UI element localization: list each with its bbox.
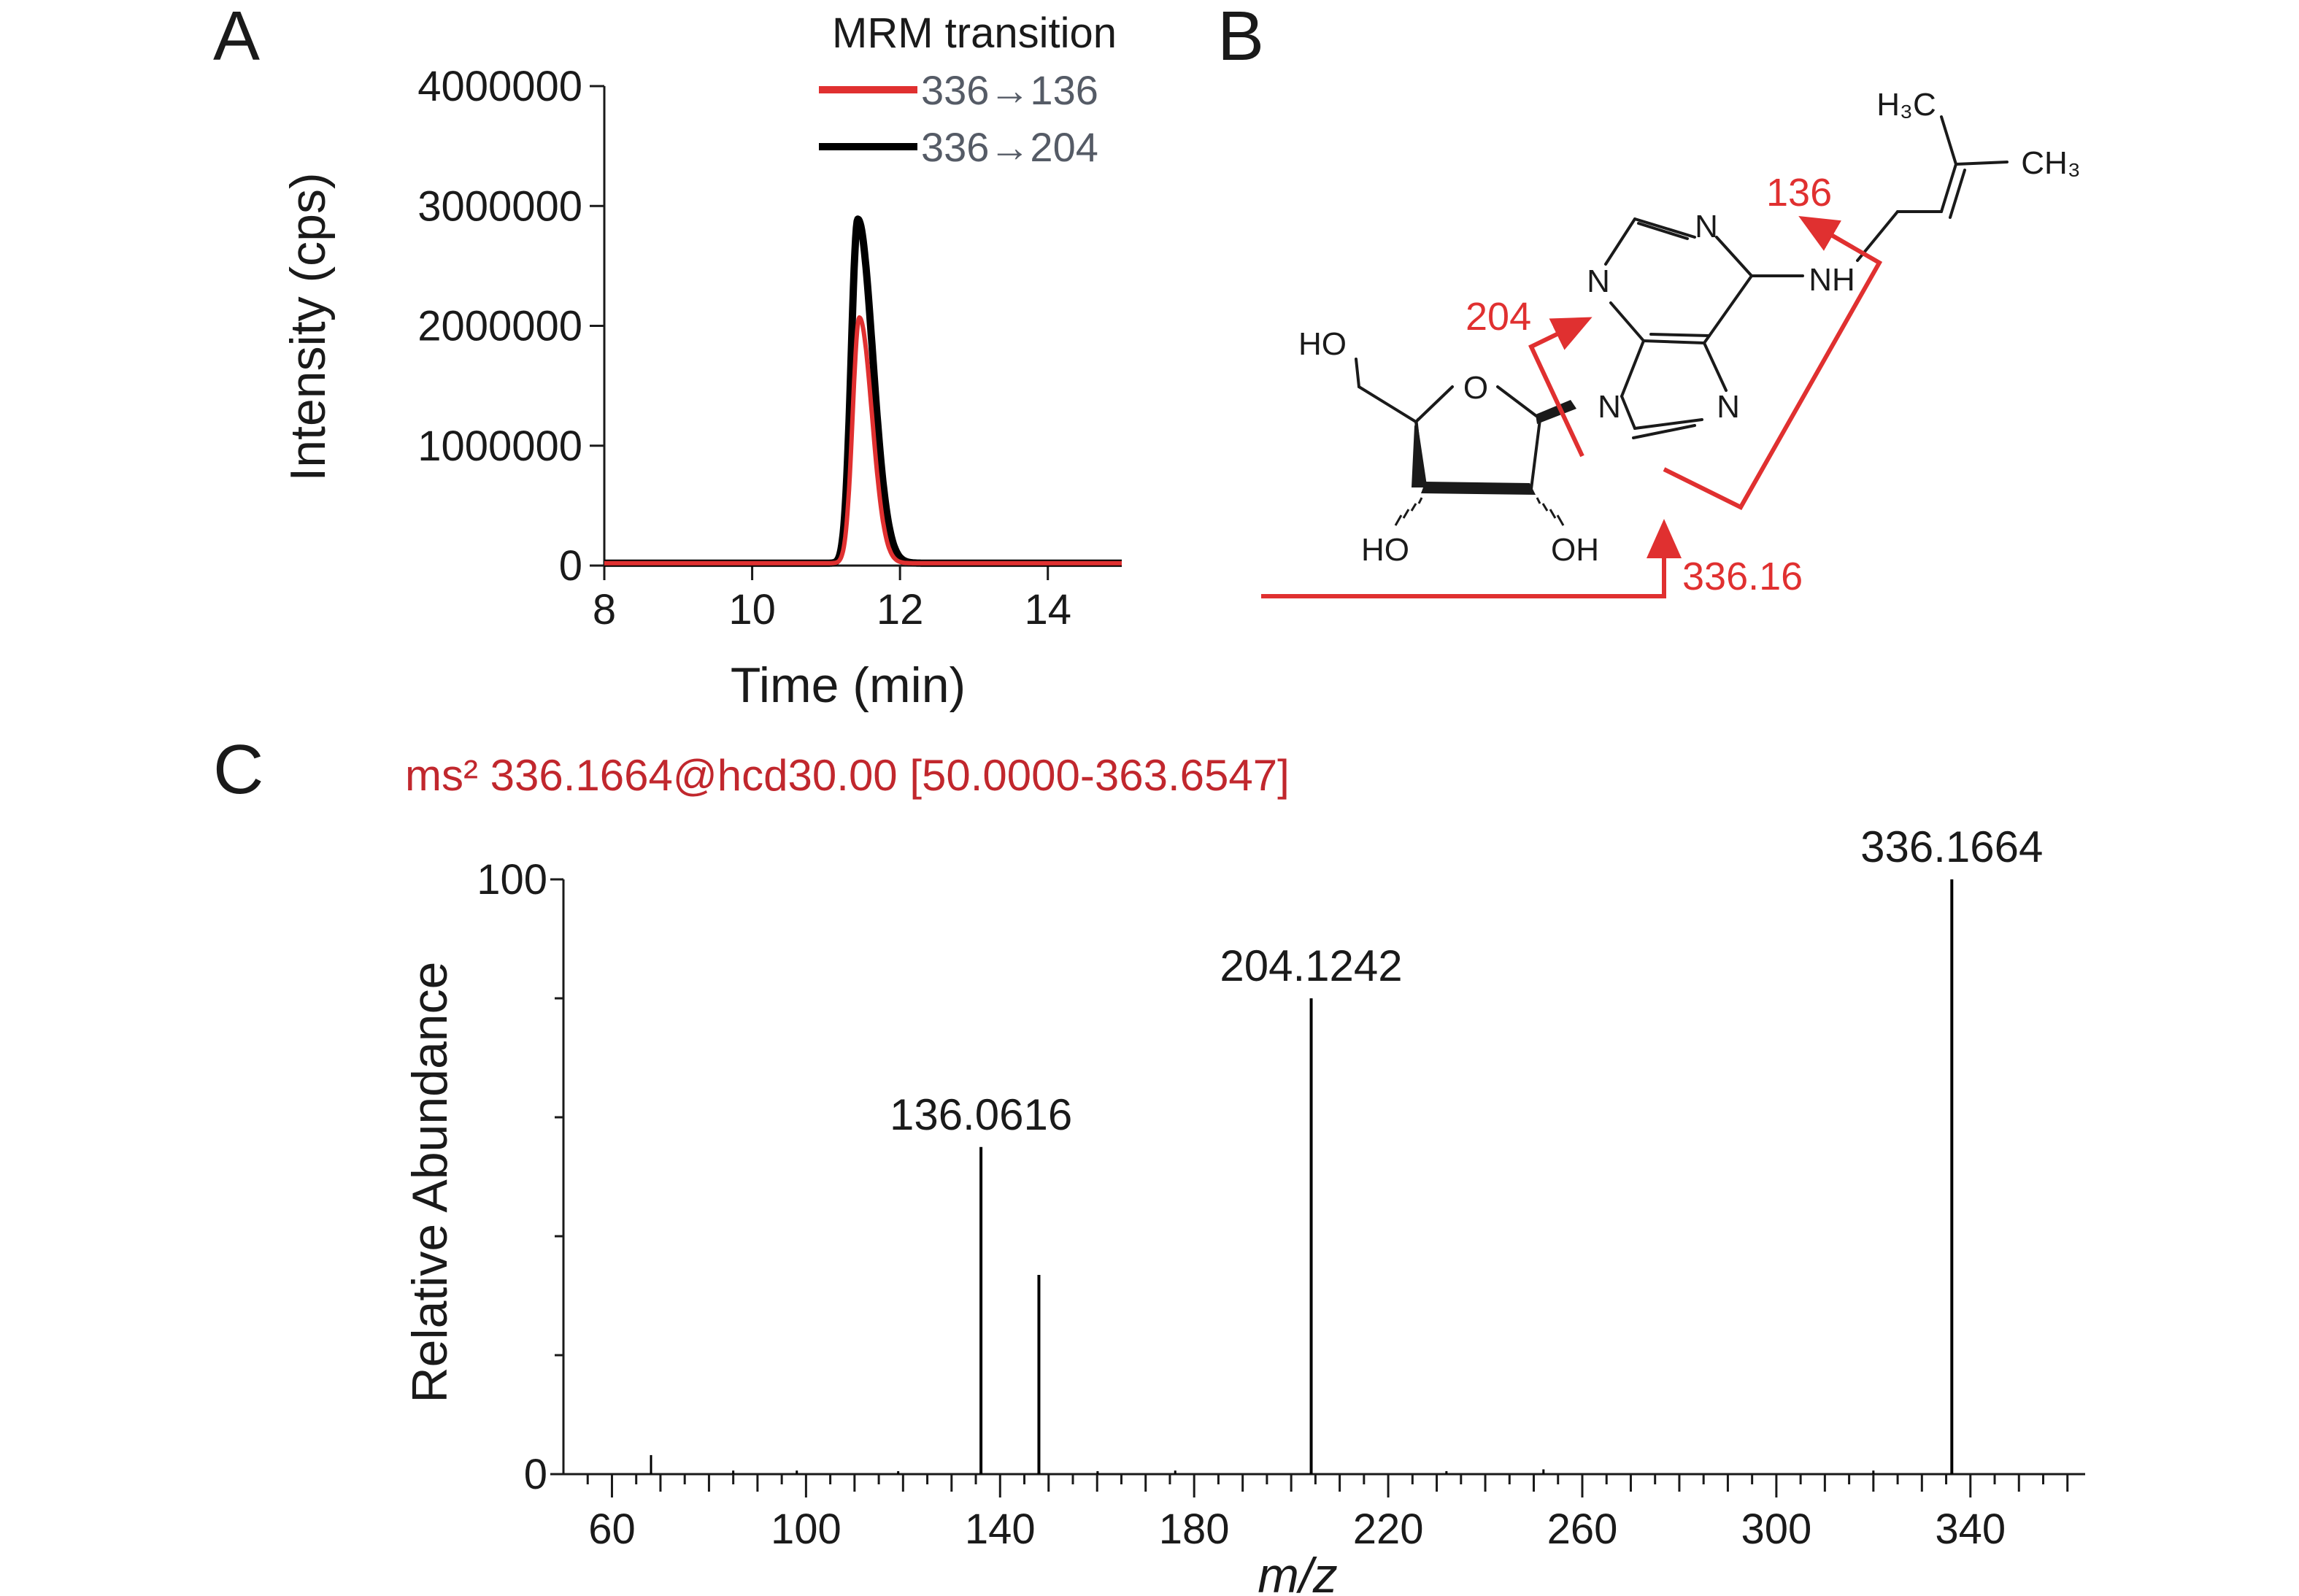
- a-legend-label-336-204: 336→204: [921, 124, 1098, 170]
- fragment-cuts: [1261, 215, 1883, 598]
- ms-scan-header: ms² 336.1664@hcd30.00 [50.0000-363.6547]: [405, 751, 1290, 800]
- a-y-ticks: 0 1000000 2000000 3000000 4000000: [417, 63, 604, 590]
- atom-nh: NH: [1809, 262, 1855, 298]
- a-y-tick-label: 4000000: [417, 63, 582, 110]
- a-trace-336-136: [603, 315, 1123, 566]
- atom-ho-bottom-left: HO: [1361, 532, 1409, 568]
- a-y-tick-label: 2000000: [417, 303, 582, 350]
- a-legend-title: MRM transition: [832, 9, 1117, 57]
- c-x-tick-label: 140: [965, 1506, 1036, 1553]
- fragment-label-336: 336.16: [1682, 555, 1803, 598]
- atom-ch3: CH₃: [2021, 145, 2080, 181]
- atom-h3c: H₃C: [1876, 87, 1936, 123]
- fragment-label-204: 204: [1466, 295, 1531, 339]
- c-peak-label: 336.1664: [1860, 822, 2043, 871]
- a-trace-336-204: [601, 215, 1125, 567]
- a-x-tick-label: 8: [593, 586, 616, 633]
- c-x-ticks: 60 100 140 180 220 260 300 340: [586, 1474, 2069, 1553]
- panel-c-letter: C: [213, 730, 263, 809]
- a-legend-label-336-136: 336→136: [921, 67, 1098, 113]
- c-x-tick-label: 300: [1741, 1506, 1811, 1553]
- atom-n7: N: [1717, 389, 1740, 425]
- atom-n3: N: [1587, 263, 1610, 299]
- a-x-axis-title: Time (min): [731, 658, 966, 713]
- a-y-axis-title: Intensity (cps): [280, 172, 336, 481]
- a-x-tick-label: 14: [1024, 586, 1071, 633]
- a-y-tick-label: 0: [559, 542, 582, 590]
- panel-b-letter: B: [1217, 0, 1264, 75]
- c-peak-label: 204.1242: [1220, 941, 1402, 990]
- atom-n9: N: [1598, 389, 1621, 425]
- c-peaks: 136.0616 204.1242 336.1664: [650, 822, 2043, 1474]
- c-x-axis-title: m/z: [1258, 1548, 1338, 1596]
- a-x-ticks: 8 10 12 14: [593, 566, 1071, 633]
- cut-136: [1663, 215, 1883, 510]
- c-x-tick-label: 100: [771, 1506, 842, 1553]
- a-y-tick-label: 1000000: [417, 423, 582, 470]
- panel-a-letter: A: [213, 0, 260, 75]
- ribose-wedge-front: [1421, 482, 1536, 495]
- c-y-axis-title: Relative Abundance: [402, 962, 458, 1403]
- hashed-bonds: [1394, 497, 1565, 526]
- atom-n1: N: [1695, 209, 1718, 244]
- a-x-tick-label: 10: [728, 586, 776, 633]
- cut-336: [1261, 519, 1682, 598]
- c-x-tick-label: 340: [1935, 1506, 2006, 1553]
- panel-b: B: [1217, 0, 2081, 598]
- a-x-tick-label: 12: [877, 586, 924, 633]
- c-x-tick-label: 180: [1159, 1506, 1230, 1553]
- structure-bonds: [1355, 115, 2009, 490]
- c-x-tick-label: 260: [1547, 1506, 1618, 1553]
- atom-oh-bottom-right: OH: [1551, 532, 1599, 568]
- ribose-wedge-c4: [1412, 417, 1425, 487]
- cut-204: [1528, 317, 1593, 458]
- a-legend: MRM transition 336→136 336→204: [819, 9, 1117, 170]
- fragment-label-136: 136: [1766, 171, 1832, 215]
- panel-c: C ms² 336.1664@hcd30.00 [50.0000-363.654…: [213, 730, 2085, 1596]
- atom-ho-top: HO: [1298, 326, 1347, 362]
- c-peak-label: 136.0616: [890, 1090, 1072, 1139]
- ribose-wedge-n9: [1536, 400, 1576, 424]
- c-y-tick-label: 100: [477, 856, 547, 903]
- c-x-tick-label: 60: [588, 1506, 636, 1553]
- c-x-tick-label: 220: [1353, 1506, 1424, 1553]
- c-y-tick-label: 0: [524, 1451, 547, 1498]
- a-y-tick-label: 3000000: [417, 182, 582, 230]
- c-y-ticks: 0 100: [477, 856, 563, 1498]
- atom-o-ring: O: [1463, 370, 1488, 406]
- a-traces: [601, 215, 1125, 567]
